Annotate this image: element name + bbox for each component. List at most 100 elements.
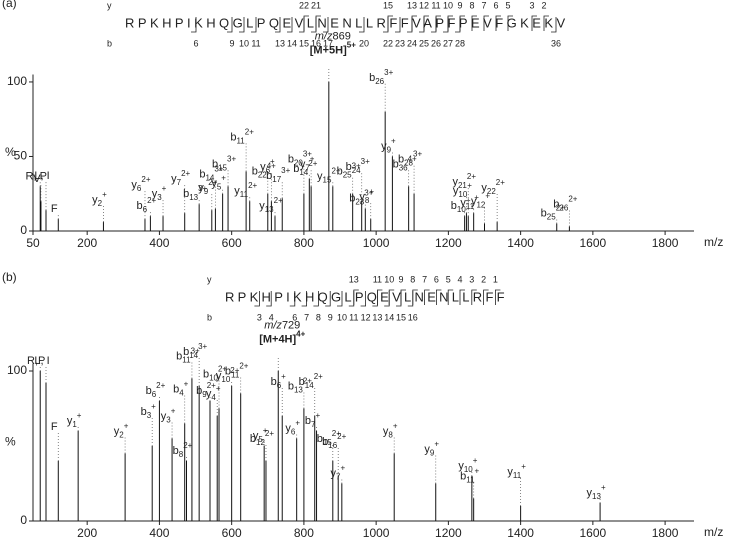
x-tick-label: 50 [26, 236, 40, 250]
b-ion-number: 22 [383, 38, 393, 48]
peak-label: b143+ [199, 165, 223, 183]
ion-index: 9 [430, 449, 435, 458]
x-tick-label: 1200 [435, 236, 462, 250]
ion-type: b [349, 193, 355, 205]
ion-index: 10 [209, 374, 218, 383]
ion-charge: 3+ [227, 154, 236, 163]
y-ion-number: 8 [469, 0, 474, 10]
panel-label: (a) [2, 0, 17, 10]
y-ion-number: 1 [493, 274, 498, 284]
ion-index: 4 [211, 393, 216, 402]
b-ion-number: 15 [299, 38, 309, 48]
ion-charge: 3+ [281, 166, 290, 175]
ion-charge: 2+ [556, 204, 565, 213]
ion-index: 25 [343, 171, 352, 180]
b-cleavage [301, 291, 307, 307]
ion-type: b [317, 433, 323, 445]
peak-label: y8+ [383, 422, 398, 440]
label-text: L, I [34, 355, 49, 367]
ion-charge: + [124, 422, 129, 431]
ion-charge: 2+ [181, 169, 190, 178]
ion-charge: 2+ [245, 127, 254, 136]
peak-label: b92+ [196, 381, 216, 399]
ion-type: y [453, 185, 459, 197]
ion-charge: + [485, 192, 490, 201]
ion-index: 15 [323, 438, 332, 447]
ion-index: 10 [221, 375, 230, 384]
y-ion-number: 6 [434, 274, 439, 284]
x-tick-label: 1400 [507, 236, 534, 250]
x-tick-label: 200 [77, 236, 97, 250]
ion-charge: 2+ [274, 196, 283, 205]
y-ion-number: 4 [457, 274, 462, 284]
ion-index: 15 [323, 175, 332, 184]
y-cleavage [495, 15, 501, 31]
y-tick-label: 100 [7, 74, 27, 88]
ion-index: 8 [365, 196, 370, 205]
ion-charge: 2+ [248, 181, 257, 190]
ion-type: y [359, 191, 365, 203]
y-ion-number: 3 [529, 0, 534, 10]
peak-label: y12+ [471, 192, 490, 210]
ion-type: b [451, 200, 457, 212]
ion-index: 6 [143, 205, 148, 214]
ion-charge: + [281, 372, 286, 381]
ion-type: y [452, 176, 458, 188]
ion-charge: 2+ [147, 196, 156, 205]
x-tick-label: 200 [77, 526, 97, 540]
ion-type: b [369, 72, 375, 84]
ion-type: y [471, 195, 477, 207]
peak-label: y2+ [114, 422, 129, 440]
ion-type: b [230, 131, 236, 143]
x-tick-label: 800 [294, 526, 314, 540]
y-ion-number: 22 [299, 0, 309, 10]
y-row-marker: y [107, 0, 112, 10]
ion-type: b [173, 383, 179, 395]
ion-index: 6 [152, 390, 157, 399]
label-text: F [51, 421, 58, 433]
y-ion-number: 11 [431, 0, 440, 10]
y-cleavage [424, 289, 430, 305]
y-ion-number: 10 [384, 274, 394, 284]
y-cleavage [507, 15, 513, 31]
y-cleavage [483, 15, 489, 31]
ion-index: 6 [291, 428, 296, 437]
precursor-mz: m/z729 [264, 319, 300, 331]
ion-index: 11 [466, 202, 475, 211]
y-ion-number: 11 [373, 274, 382, 284]
b-ion-number: 10 [337, 312, 347, 322]
ion-type: b [183, 188, 189, 200]
peak-label: y13+ [587, 483, 606, 501]
ion-type: y [300, 158, 306, 170]
x-axis-label: m/z [704, 235, 723, 249]
ion-index: 5 [217, 183, 222, 192]
peak-label: F [51, 203, 58, 215]
y-ion-number: 7 [481, 0, 486, 10]
peak-label: b133+ [183, 184, 207, 202]
y-cleavage [531, 15, 537, 31]
b-ion-number: 11 [251, 38, 260, 48]
label-text: V [33, 173, 41, 185]
y-ion-number: 6 [493, 0, 498, 10]
peak-label: b162+ [322, 432, 346, 450]
ion-type: b [346, 161, 352, 173]
ion-index: 14 [205, 174, 214, 183]
y-ion-number: 13 [349, 274, 359, 284]
ion-index: 10 [464, 465, 473, 474]
ion-type: y [198, 182, 204, 194]
ion-charge: 2+ [239, 362, 248, 371]
precursor-ion: [M+5H]5+ [310, 41, 356, 57]
b-cleavage [551, 17, 557, 33]
x-tick-label: 1800 [652, 236, 679, 250]
ion-charge: + [162, 184, 167, 193]
b-cleavage [313, 291, 319, 307]
peak-label: b112+ [225, 362, 249, 380]
ion-charge: + [310, 154, 315, 163]
ion-type: y [92, 194, 98, 206]
peak-label: R, P [26, 170, 47, 182]
ion-index: 9 [204, 187, 209, 196]
b-cleavage [239, 17, 245, 33]
ion-index: 2 [98, 199, 103, 208]
peak-label: y5+ [211, 174, 226, 192]
